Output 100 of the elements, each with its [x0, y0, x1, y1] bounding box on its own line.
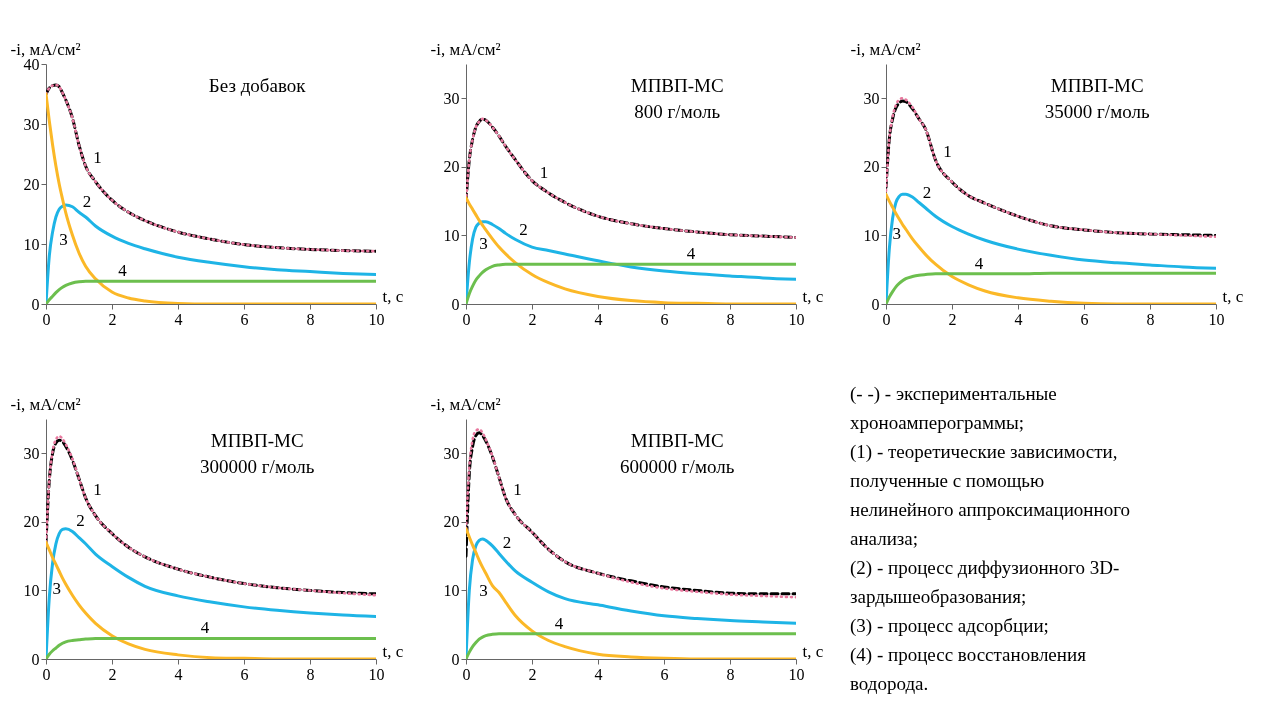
y-tick-label: 30	[443, 89, 460, 107]
x-axis-title: t, с	[802, 641, 824, 661]
series-label: 1	[539, 162, 549, 182]
y-tick-label: 20	[443, 158, 460, 176]
x-tick-label: 10	[788, 310, 805, 328]
x-tick-label: 2	[108, 310, 117, 328]
y-tick-label: 10	[443, 226, 460, 244]
x-tick-label: 8	[1146, 310, 1155, 328]
x-tick-label: 6	[660, 310, 669, 328]
series-label: 4	[974, 253, 984, 273]
series-label: 2	[922, 182, 932, 202]
annotation: МПВП-МС	[1050, 75, 1144, 96]
series-label: 3	[479, 233, 488, 253]
series-label: 2	[76, 511, 85, 531]
series-label: 4	[554, 613, 564, 633]
x-tick-label: 8	[306, 665, 315, 683]
y-axis-title: -i, мА/см²	[430, 394, 501, 414]
annotation: МПВП-МС	[630, 75, 724, 96]
y-axis-title: -i, мА/см²	[850, 39, 921, 59]
x-tick-label: 10	[368, 665, 385, 683]
annotation: МПВП-МС	[210, 430, 304, 451]
series-label: 3	[892, 224, 902, 244]
x-tick-label: 4	[594, 310, 603, 328]
x-tick-label: 8	[306, 310, 315, 328]
x-tick-label: 4	[1014, 310, 1023, 328]
x-axis-title: t, с	[382, 641, 404, 661]
annotation: 800 г/моль	[634, 101, 721, 122]
x-tick-label: 0	[42, 310, 51, 328]
series-label: 2	[502, 533, 512, 553]
series-label: 4	[686, 244, 696, 264]
x-tick-label: 10	[788, 665, 805, 683]
y-tick-label: 0	[871, 295, 880, 313]
x-tick-label: 0	[462, 665, 471, 683]
series-label: 1	[513, 479, 522, 499]
text: анализа;	[850, 528, 919, 549]
series-label: 3	[59, 230, 68, 249]
x-tick-label: 2	[948, 310, 957, 328]
annotation: 35000 г/моль	[1044, 101, 1150, 122]
series-label: 4	[200, 618, 210, 638]
text: (3) - процесс адсорбции;	[850, 615, 1049, 637]
y-axis-title: -i, мА/см²	[10, 394, 81, 414]
x-tick-label: 2	[108, 665, 117, 683]
x-tick-label: 0	[42, 665, 51, 683]
y-axis-title: -i, мА/см²	[430, 39, 501, 59]
y-tick-label: 10	[23, 235, 40, 253]
x-tick-label: 4	[174, 310, 183, 328]
text: (- -) - экспериментальные	[850, 383, 1057, 405]
x-tick-label: 8	[726, 665, 735, 683]
text: зардышеобразования;	[850, 586, 1027, 607]
x-tick-label: 4	[174, 665, 183, 683]
text: хроноамперограммы;	[850, 412, 1025, 433]
x-axis-title: t, с	[382, 286, 404, 306]
x-tick-label: 2	[528, 665, 537, 683]
x-tick-label: 0	[462, 310, 471, 328]
x-tick-label: 6	[240, 665, 249, 683]
x-axis-title: t, с	[1222, 286, 1244, 306]
text: (4) - процесс восстановления	[850, 644, 1087, 666]
series-label: 1	[93, 148, 102, 167]
series-label: 4	[118, 261, 128, 281]
x-tick-label: 6	[240, 310, 249, 328]
x-tick-label: 4	[594, 665, 603, 683]
y-tick-label: 0	[31, 295, 40, 313]
x-tick-label: 2	[528, 310, 537, 328]
x-tick-label: 8	[726, 310, 735, 328]
x-tick-label: 0	[882, 310, 891, 328]
y-tick-label: 20	[23, 513, 40, 531]
annotation: МПВП-МС	[630, 430, 724, 451]
text: водорода.	[850, 673, 929, 694]
y-tick-label: 0	[31, 650, 40, 668]
text: нелинейного аппроксимационного	[850, 499, 1130, 520]
y-tick-label: 0	[451, 650, 460, 668]
series-label: 1	[93, 479, 102, 499]
x-tick-label: 10	[1208, 310, 1225, 328]
y-tick-label: 0	[451, 295, 460, 313]
text: (1) - теоретические зависимости,	[850, 441, 1118, 463]
y-tick-label: 20	[863, 158, 880, 176]
series-label: 1	[943, 142, 952, 161]
series-label: 2	[519, 219, 528, 239]
x-tick-label: 10	[368, 310, 385, 328]
y-tick-label: 20	[443, 513, 460, 531]
y-tick-label: 20	[23, 175, 40, 193]
y-tick-label: 30	[443, 444, 460, 462]
y-tick-label: 30	[23, 115, 40, 133]
text: полученные с помощью	[850, 470, 1045, 491]
annotation: 600000 г/моль	[620, 456, 735, 477]
y-tick-label: 10	[863, 226, 880, 244]
series-label: 3	[479, 580, 488, 600]
x-tick-label: 6	[1080, 310, 1089, 328]
x-axis-title: t, с	[802, 286, 824, 306]
y-tick-label: 10	[443, 581, 460, 599]
series-label: 3	[52, 579, 62, 599]
series-label: 2	[82, 192, 92, 212]
text: (2) - процесс диффузионного 3D-	[850, 557, 1120, 579]
y-tick-label: 10	[23, 581, 40, 599]
line-series	[466, 117, 796, 239]
x-tick-label: 6	[660, 665, 669, 683]
annotation: 300000 г/моль	[200, 456, 315, 477]
annotation: Без добавок	[208, 75, 307, 96]
y-tick-label: 30	[23, 444, 40, 462]
y-tick-label: 30	[863, 89, 880, 107]
